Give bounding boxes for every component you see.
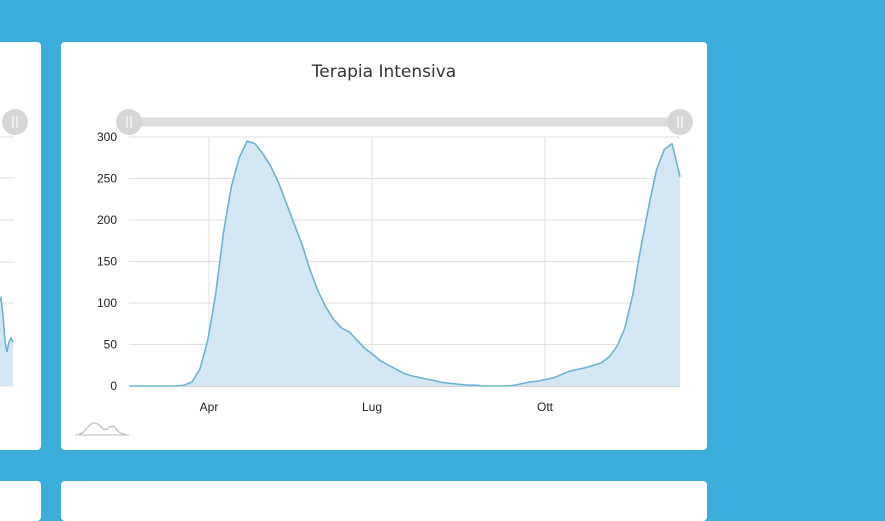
x-tick-label: Lug (362, 400, 382, 414)
chart-title: Terapia Intensiva (311, 62, 457, 82)
next-card (61, 481, 707, 521)
chart-area: 0 50 100 150 200 250 300 Apr Lug Ott (75, 109, 693, 436)
adjacent-chart-fragment (0, 109, 28, 387)
range-slider[interactable] (116, 109, 693, 135)
series-line (129, 140, 681, 387)
y-tick-label: 250 (97, 172, 117, 186)
adjacent-series-line (0, 295, 14, 353)
x-tick-label: Apr (200, 400, 219, 414)
y-tick-label: 300 (97, 130, 117, 144)
y-tick-label: 100 (97, 296, 117, 310)
range-slider-right-handle[interactable] (2, 109, 28, 135)
series-area (129, 141, 680, 386)
y-tick-label: 0 (110, 379, 117, 393)
y-tick-label: 200 (97, 213, 117, 227)
mini-chart-icon (75, 422, 129, 436)
chart-card: Terapia Intensiva 0 50 100 150 200 250 300 Apr… (61, 42, 707, 450)
range-slider-left-handle[interactable] (116, 109, 142, 135)
adjacent-chart-card-left (0, 42, 41, 450)
y-tick-label: 150 (97, 255, 117, 269)
range-slider-right-handle[interactable] (667, 109, 693, 135)
x-tick-label: Ott (537, 400, 554, 414)
y-tick-label: 50 (104, 338, 118, 352)
next-card-left (0, 481, 41, 521)
